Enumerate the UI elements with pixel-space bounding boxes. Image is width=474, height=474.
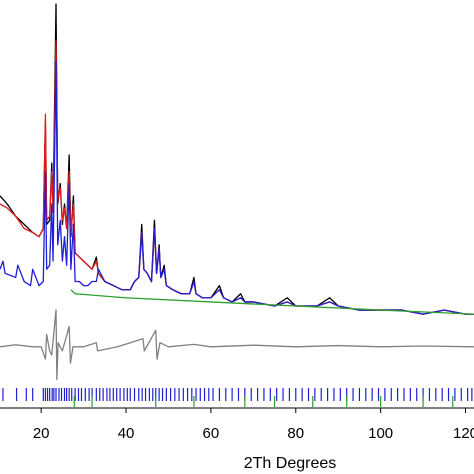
x-tick-label: 80 — [287, 425, 304, 442]
data-line — [0, 309, 474, 381]
x-tick-label: 60 — [203, 425, 220, 442]
data-line — [0, 60, 474, 315]
data-line — [0, 40, 474, 315]
x-tick-label: 100 — [368, 425, 393, 442]
data-line — [70, 289, 474, 315]
x-axis-title: 2Th Degrees — [244, 455, 337, 472]
x-tick-label: 20 — [33, 425, 50, 442]
x-tick-label: 120 — [453, 425, 474, 442]
x-tick-label: 40 — [118, 425, 135, 442]
